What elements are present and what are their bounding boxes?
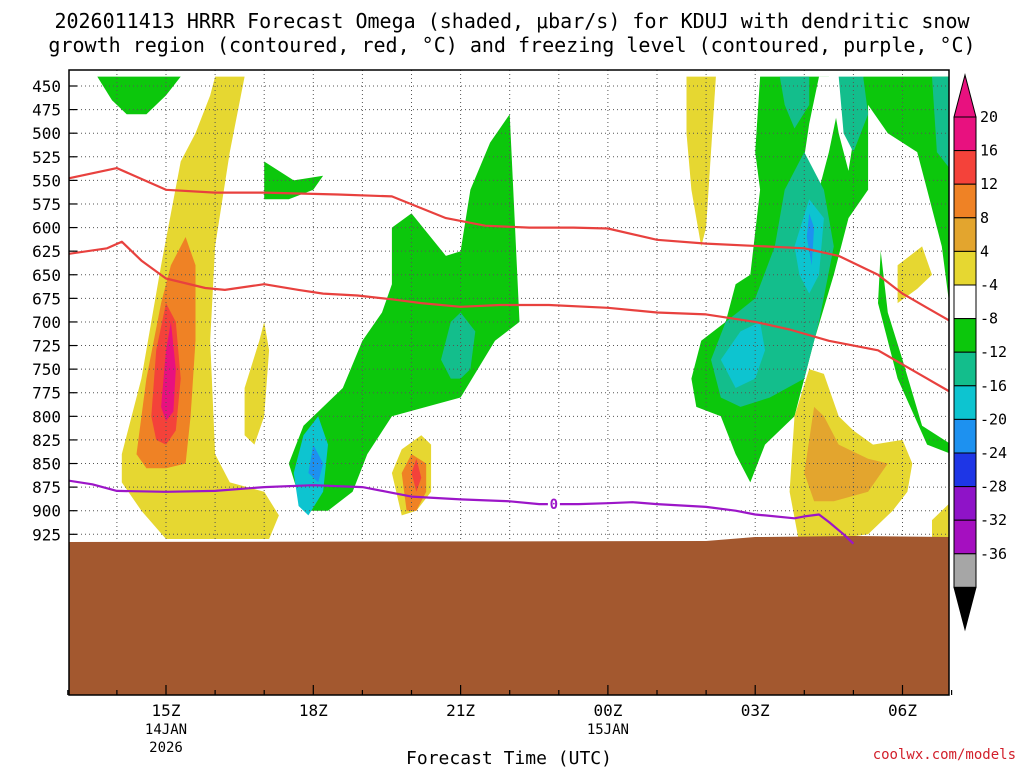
x-tick-label-15-1: 14JAN xyxy=(145,722,187,738)
omega-shading xyxy=(97,76,949,544)
y-tick-label-475: 475 xyxy=(32,101,61,120)
colorbar-label-10: -24 xyxy=(980,444,1007,462)
x-tick-label-15-0: 15Z xyxy=(152,701,181,720)
colorbar-segment-10 xyxy=(953,452,977,488)
colorbar-segment-9 xyxy=(953,418,977,454)
x-tick-label-24-0: 00Z xyxy=(593,701,622,720)
colorbar-segment-1 xyxy=(953,150,977,185)
chart-title-line1: 2026011413 HRRR Forecast Omega (shaded, … xyxy=(54,9,970,33)
colorbar-label-7: -12 xyxy=(980,343,1007,361)
omega-region-yellow-05z xyxy=(897,246,932,304)
x-tick-label-21-0: 21Z xyxy=(446,701,475,720)
x-tick-label-30-0: 06Z xyxy=(888,701,917,720)
y-tick-label-725: 725 xyxy=(32,337,61,356)
colorbar-label-13: -36 xyxy=(980,545,1007,563)
x-axis-title: Forecast Time (UTC) xyxy=(406,748,612,768)
omega-region-teal-east-edge xyxy=(932,76,949,168)
colorbar: 20 16 12 8 4 -4 -8 -12 -16 -20 -24 -28 -32 -36 xyxy=(953,73,1007,632)
colorbar-label-11: -28 xyxy=(980,478,1007,496)
omega-region-blue-04z xyxy=(806,213,815,266)
dgz-line--18C xyxy=(69,240,949,393)
y-tick-label-875: 875 xyxy=(32,478,61,497)
y-tick-label-700: 700 xyxy=(32,313,61,332)
y-tick-label-625: 625 xyxy=(32,242,61,261)
colorbar-label-0: 20 xyxy=(980,108,998,126)
gridlines xyxy=(69,70,949,695)
colorbar-bottom-arrow xyxy=(953,586,977,632)
y-tick-label-650: 650 xyxy=(32,266,61,285)
omega-region-teal-nw-upper xyxy=(779,76,810,129)
y-tick-label-575: 575 xyxy=(32,195,61,214)
colorbar-segment-2 xyxy=(953,183,977,219)
y-tick-label-800: 800 xyxy=(32,407,61,426)
terrain-band xyxy=(69,536,949,695)
y-tick-label-825: 825 xyxy=(32,431,61,450)
omega-region-yellow-tongue-16z xyxy=(244,321,270,445)
omega-region-green-top-left xyxy=(97,76,181,115)
colorbar-label-1: 16 xyxy=(980,142,998,160)
freezing-level-label-bg xyxy=(547,496,560,513)
colorbar-segment-5 xyxy=(953,284,977,320)
colorbar-label-3: 8 xyxy=(980,209,989,227)
colorbar-label-5: -4 xyxy=(980,276,998,294)
colorbar-label-4: 4 xyxy=(980,242,989,260)
colorbar-segment-4 xyxy=(953,250,977,286)
colorbar-label-12: -32 xyxy=(980,511,1007,529)
colorbar-segment-13 xyxy=(953,553,977,588)
omega-region-yellow-strip-01z xyxy=(686,76,716,247)
x-axis: 15Z 14JAN 2026 18Z 21Z 00Z 15JAN 03Z 06Z xyxy=(67,685,953,756)
y-tick-label-900: 900 xyxy=(32,502,61,521)
colorbar-segment-3 xyxy=(953,217,977,252)
omega-region-red-19z xyxy=(411,458,422,492)
y-tick-label-925: 925 xyxy=(32,525,61,544)
colorbar-segment-6 xyxy=(953,318,977,353)
y-tick-label-675: 675 xyxy=(32,289,61,308)
terrain-layer xyxy=(69,536,949,695)
x-tick-label-24-1: 15JAN xyxy=(587,722,629,738)
plot-frame xyxy=(68,69,950,696)
omega-region-green-main-19z-21z xyxy=(288,114,520,511)
chart-title-line2: growth region (contoured, red, °C) and f… xyxy=(48,33,975,57)
colorbar-segment-12 xyxy=(953,519,977,555)
colorbar-segment-7 xyxy=(953,351,977,387)
y-tick-label-450: 450 xyxy=(32,77,61,96)
x-tick-label-15-2: 2026 xyxy=(149,740,183,756)
colorbar-label-2: 12 xyxy=(980,175,998,193)
colorbar-segment-0 xyxy=(953,116,977,152)
omega-region-yellow-far-se xyxy=(932,503,949,544)
y-tick-label-500: 500 xyxy=(32,124,61,143)
colorbar-label-9: -20 xyxy=(980,410,1007,428)
y-tick-label-850: 850 xyxy=(32,455,61,474)
y-tick-label-600: 600 xyxy=(32,219,61,238)
colorbar-top-arrow xyxy=(953,73,977,118)
omega-region-teal-21z xyxy=(441,312,476,379)
y-tick-label-750: 750 xyxy=(32,360,61,379)
x-tick-label-18-0: 18Z xyxy=(299,701,328,720)
colorbar-label-6: -8 xyxy=(980,310,998,328)
freezing-level-label: 0 xyxy=(550,497,558,513)
colorbar-segment-11 xyxy=(953,486,977,521)
y-tick-label-775: 775 xyxy=(32,384,61,403)
y-tick-label-525: 525 xyxy=(32,148,61,167)
credit-text: coolwx.com/models xyxy=(873,747,1016,763)
omega-region-magenta-15z xyxy=(161,321,176,421)
omega-region-cyan-east xyxy=(720,321,765,388)
omega-region-blue-18z xyxy=(308,444,324,483)
contour-lines: 0 xyxy=(69,167,949,545)
x-tick-label-27-0: 03Z xyxy=(741,701,770,720)
omega-region-orange-se xyxy=(804,406,888,502)
dgz-line--12C xyxy=(69,167,949,322)
y-tick-label-550: 550 xyxy=(32,171,61,190)
y-axis: 450 475 500 525 550 575 600 625 650 675 700 725 750 7… xyxy=(32,77,77,544)
colorbar-label-8: -16 xyxy=(980,377,1007,395)
colorbar-segment-8 xyxy=(953,385,977,420)
freezing-level-line xyxy=(69,479,855,545)
